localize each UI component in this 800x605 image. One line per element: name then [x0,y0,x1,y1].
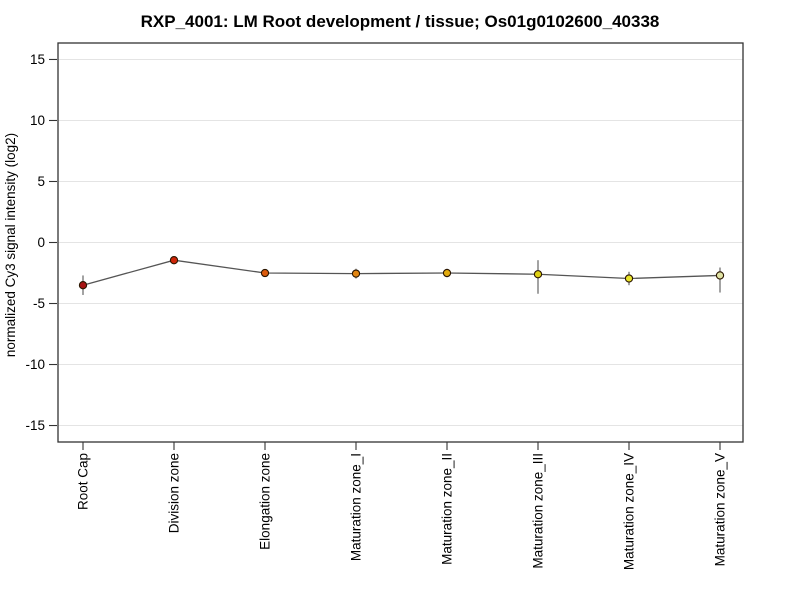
x-tick-label: Maturation zone_V [713,453,728,566]
y-tick-label: -15 [25,418,45,433]
data-point [533,270,543,279]
data-point [351,269,361,278]
data-point [169,256,179,265]
y-tick-label: -5 [33,296,45,311]
y-axis-title: normalized Cy3 signal intensity (log2) [3,133,18,357]
gridlines-layer [58,58,743,427]
data-point [78,281,88,290]
x-tick-label: Division zone [167,453,182,533]
data-point [624,274,634,283]
y-tick-label: -10 [25,357,45,372]
y-tick-label: 15 [30,52,45,67]
x-tick-label: Maturation zone_II [440,453,455,565]
data-point [442,268,452,278]
x-tick-label: Maturation zone_I [349,453,364,561]
data-points-layer [78,256,725,290]
series-line-layer [82,259,721,286]
axes-layer: 15 10 5 0 -5 -10 -15 Root Cap Division zone Elong… [25,52,727,570]
x-tick-label: Root Cap [76,453,91,510]
error-bars-layer [82,257,721,295]
data-point [260,268,270,278]
series-line [82,259,721,286]
plot-frame [57,42,744,443]
chart-title: RXP_4001: LM Root development / tissue; … [141,12,660,31]
x-tick-label: Elongation zone [258,453,273,550]
x-tick-label: Maturation zone_III [531,453,546,569]
x-tick-label: Maturation zone_IV [622,453,637,570]
data-point [715,271,725,280]
y-tick-label: 10 [30,113,45,128]
y-tick-label: 5 [37,174,45,189]
y-tick-label: 0 [37,235,45,250]
